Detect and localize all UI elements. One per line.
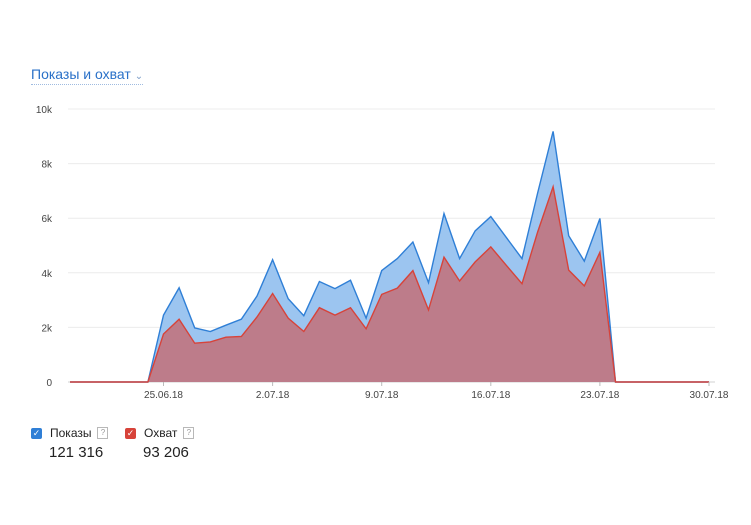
y-tick-label: 0 bbox=[46, 378, 52, 389]
series-line bbox=[70, 131, 709, 383]
x-tick-label: 9.07.18 bbox=[365, 390, 399, 401]
y-tick-label: 2k bbox=[41, 323, 53, 334]
legend-value: 121 316 bbox=[49, 444, 104, 461]
y-tick-label: 10k bbox=[36, 105, 53, 116]
series-area bbox=[70, 186, 709, 382]
x-tick-label: 30.07.18 bbox=[690, 390, 729, 401]
help-icon[interactable]: ? bbox=[183, 427, 195, 439]
x-tick-label: 16.07.18 bbox=[471, 390, 510, 401]
y-tick-label: 4k bbox=[41, 269, 53, 280]
x-axis-ticks: 25.06.18 2.07.18 9.07.18 16.07.18 23.07.18 30… bbox=[144, 382, 729, 401]
legend-label: Показы bbox=[50, 426, 92, 440]
y-axis-ticks: 0 2k 4k 6k 8k 10k bbox=[36, 105, 53, 389]
legend-item-pokazy[interactable]: ✓ Показы ? 121 316 bbox=[31, 426, 109, 461]
x-tick-label: 2.07.18 bbox=[256, 390, 290, 401]
chart-areas bbox=[70, 131, 709, 383]
y-tick-label: 6k bbox=[41, 214, 53, 225]
help-icon[interactable]: ? bbox=[97, 427, 109, 439]
area-chart: 0 2k 4k 6k 8k 10k 25.06.18 2.07.18 9.07.18 16.07… bbox=[36, 105, 729, 401]
chart-metric-label: Показы и охват bbox=[31, 66, 131, 82]
legend-item-ohvat[interactable]: ✓ Охват ? 93 206 bbox=[125, 426, 195, 461]
chart-metric-dropdown[interactable]: Показы и охват ⌄ bbox=[31, 66, 144, 85]
checkbox-checked-icon[interactable]: ✓ bbox=[125, 427, 136, 439]
y-tick-label: 8k bbox=[41, 160, 53, 171]
legend-value: 93 206 bbox=[143, 444, 189, 461]
chevron-down-icon: ⌄ bbox=[134, 71, 144, 82]
legend-label: Охват bbox=[144, 426, 178, 440]
x-tick-label: 23.07.18 bbox=[580, 390, 619, 401]
x-tick-label: 25.06.18 bbox=[144, 390, 183, 401]
series-line bbox=[70, 184, 709, 383]
checkbox-checked-icon[interactable]: ✓ bbox=[31, 427, 42, 439]
